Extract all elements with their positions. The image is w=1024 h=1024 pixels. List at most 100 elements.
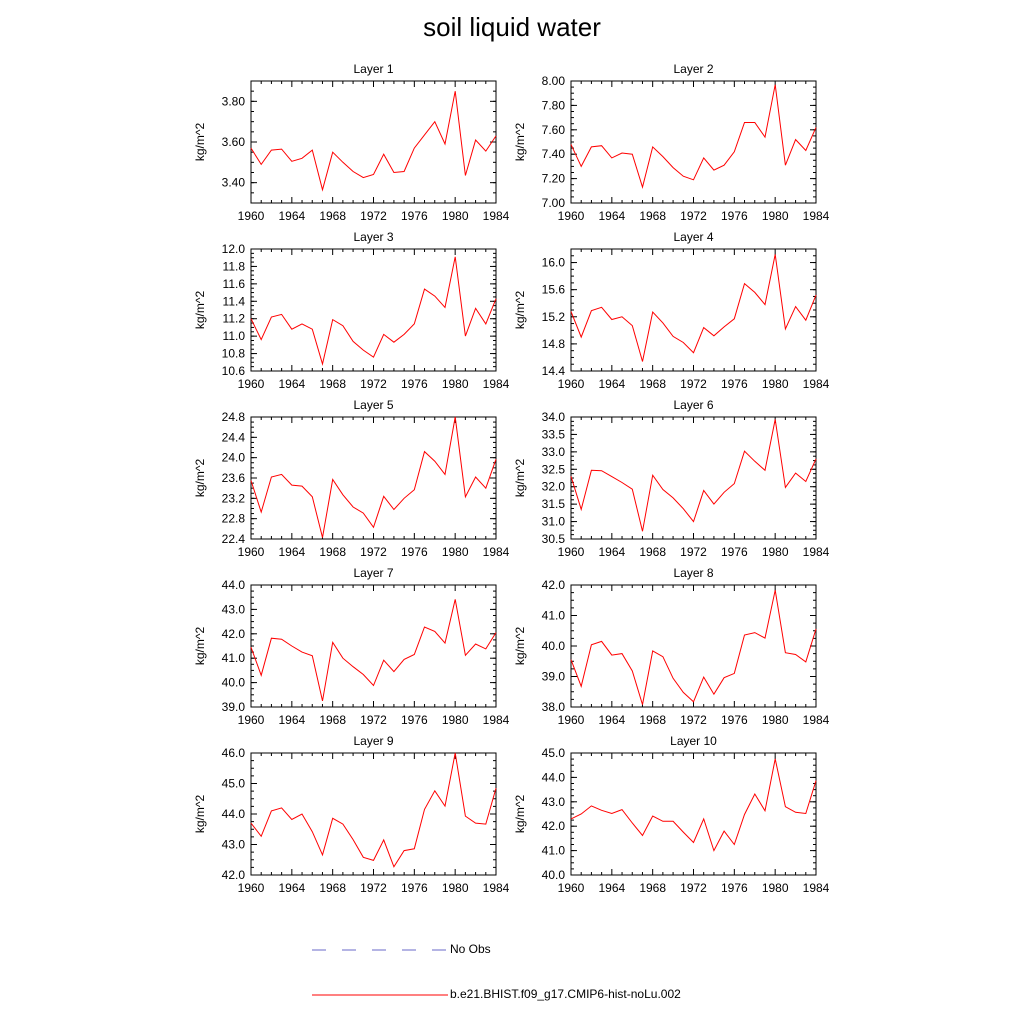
y-tick-label: 42.0 — [222, 627, 246, 641]
series-line-layer-7 — [250, 599, 497, 702]
series-line-layer-3 — [250, 256, 497, 366]
y-tick-label: 32.0 — [542, 480, 566, 494]
y-tick-label: 24.8 — [222, 410, 246, 424]
x-tick-label: 1960 — [238, 377, 265, 391]
x-tick-label: 1980 — [762, 545, 789, 559]
y-tick-label: 40.0 — [542, 639, 566, 653]
x-tick-label: 1960 — [238, 209, 265, 223]
y-axis-label: kg/m^2 — [513, 291, 527, 330]
chart-layer-8: 1960 1964 1968 1972 1976 1980 1984 38.0 39.0 40.0… — [513, 566, 830, 727]
x-tick-label: 1976 — [401, 545, 428, 559]
x-tick-label: 1980 — [442, 209, 469, 223]
x-tick-label: 1984 — [483, 881, 510, 895]
panel-title: Layer 3 — [353, 230, 393, 244]
plot-frame — [570, 584, 817, 708]
x-tick-label: 1984 — [803, 545, 830, 559]
y-tick-label: 31.5 — [542, 497, 566, 511]
chart-layer-1: 1960 1964 1968 1972 1976 1980 1984 3.40 3.60 3.80… — [193, 62, 510, 223]
panel-title: Layer 8 — [673, 566, 713, 580]
x-tick-label: 1968 — [319, 881, 346, 895]
plot-frame — [570, 752, 817, 876]
x-tick-label: 1980 — [762, 209, 789, 223]
y-tick-label: 31.0 — [542, 515, 566, 529]
y-tick-label: 15.2 — [542, 310, 566, 324]
x-tick-label: 1976 — [401, 881, 428, 895]
x-tick-label: 1984 — [483, 209, 510, 223]
y-tick-label: 3.60 — [222, 135, 246, 149]
y-tick-label: 22.4 — [222, 532, 246, 546]
x-tick-label: 1960 — [558, 209, 585, 223]
y-tick-label: 41.0 — [222, 651, 246, 665]
y-tick-label: 23.6 — [222, 471, 246, 485]
y-axis-label: kg/m^2 — [193, 795, 207, 834]
y-tick-label: 42.0 — [542, 578, 566, 592]
series-line-layer-1 — [250, 91, 497, 192]
x-tick-label: 1980 — [762, 881, 789, 895]
x-tick-label: 1972 — [360, 713, 387, 727]
series-line-layer-10 — [570, 758, 817, 852]
x-tick-label: 1960 — [558, 881, 585, 895]
chart-layer-2: 1960 1964 1968 1972 1976 1980 1984 7.00 7.20 7.40… — [513, 62, 830, 223]
y-tick-label: 34.0 — [542, 410, 566, 424]
x-tick-label: 1964 — [598, 545, 625, 559]
x-tick-label: 1960 — [558, 545, 585, 559]
x-tick-label: 1984 — [803, 881, 830, 895]
y-tick-label: 42.0 — [542, 819, 566, 833]
y-axis-label: kg/m^2 — [513, 459, 527, 498]
chart-layer-5: 1960 1964 1968 1972 1976 1980 1984 22.4 22.8 23.2… — [193, 398, 510, 559]
y-tick-label: 10.8 — [222, 347, 246, 361]
x-tick-label: 1980 — [442, 881, 469, 895]
x-tick-label: 1976 — [401, 209, 428, 223]
legend-label-obs: No Obs — [450, 942, 491, 956]
panel-title: Layer 9 — [353, 734, 393, 748]
page-title: soil liquid water — [423, 12, 601, 42]
plot-frame — [250, 584, 497, 708]
x-tick-label: 1984 — [803, 209, 830, 223]
x-tick-label: 1976 — [721, 209, 748, 223]
chart-layer-6: 1960 1964 1968 1972 1976 1980 1984 30.5 31.0 31.5… — [513, 398, 830, 559]
x-tick-label: 1964 — [598, 209, 625, 223]
y-axis-label: kg/m^2 — [193, 291, 207, 330]
series-line-layer-8 — [570, 590, 817, 705]
x-tick-label: 1984 — [483, 713, 510, 727]
x-tick-label: 1984 — [803, 377, 830, 391]
x-tick-label: 1964 — [278, 545, 305, 559]
x-tick-label: 1972 — [680, 881, 707, 895]
panel-title: Layer 1 — [353, 62, 393, 76]
x-tick-label: 1968 — [639, 209, 666, 223]
x-tick-label: 1972 — [680, 209, 707, 223]
y-tick-label: 14.8 — [542, 337, 566, 351]
y-tick-label: 44.0 — [222, 578, 246, 592]
y-tick-label: 41.0 — [542, 844, 566, 858]
x-tick-label: 1960 — [238, 545, 265, 559]
y-tick-label: 11.8 — [223, 259, 246, 273]
x-tick-label: 1984 — [483, 545, 510, 559]
x-tick-label: 1972 — [360, 209, 387, 223]
x-tick-label: 1984 — [483, 377, 510, 391]
y-tick-label: 11.2 — [223, 312, 246, 326]
chart-layer-9: 1960 1964 1968 1972 1976 1980 1984 42.0 43.0 44.0… — [193, 734, 510, 895]
y-tick-label: 24.4 — [222, 430, 246, 444]
y-tick-label: 14.4 — [542, 364, 566, 378]
x-tick-label: 1968 — [319, 209, 346, 223]
y-tick-label: 40.0 — [222, 676, 246, 690]
x-tick-label: 1960 — [238, 713, 265, 727]
x-tick-label: 1976 — [401, 713, 428, 727]
y-tick-label: 44.0 — [222, 807, 246, 821]
x-tick-label: 1976 — [721, 881, 748, 895]
x-tick-label: 1976 — [721, 713, 748, 727]
panel-title: Layer 4 — [673, 230, 713, 244]
y-tick-label: 41.0 — [542, 609, 566, 623]
x-tick-label: 1972 — [680, 377, 707, 391]
x-tick-label: 1964 — [278, 713, 305, 727]
y-tick-label: 11.6 — [223, 277, 246, 291]
chart-layer-3: 1960 1964 1968 1972 1976 1980 1984 10.6 10.8 11.0… — [193, 230, 510, 391]
y-tick-label: 7.80 — [542, 98, 566, 112]
y-tick-label: 15.6 — [542, 283, 566, 297]
x-tick-label: 1968 — [639, 713, 666, 727]
x-tick-label: 1968 — [639, 377, 666, 391]
x-tick-label: 1972 — [360, 881, 387, 895]
y-tick-label: 7.60 — [542, 123, 566, 137]
chart-layer-7: 1960 1964 1968 1972 1976 1980 1984 39.0 40.0 41.0… — [193, 566, 510, 727]
